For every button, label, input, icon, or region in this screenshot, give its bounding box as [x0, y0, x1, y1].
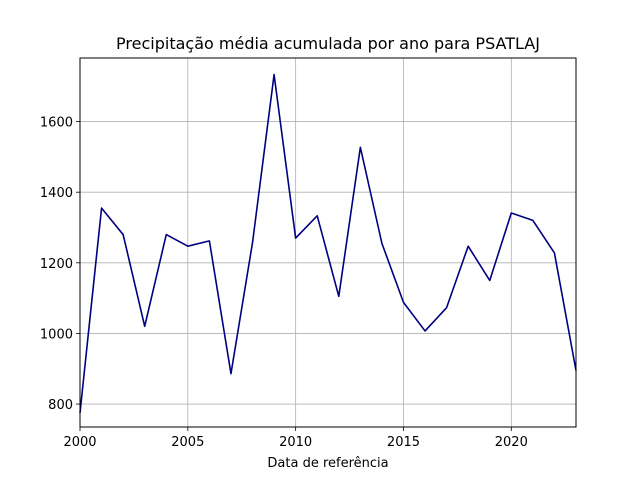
x-tick-label: 2000: [63, 435, 96, 450]
series-line: [79, 73, 577, 413]
y-tick-label: 1400: [40, 186, 73, 201]
x-tick-label: 2020: [495, 435, 528, 450]
x-tick-label: 2005: [171, 435, 204, 450]
y-tick-label: 800: [48, 398, 73, 413]
plot-lines: [79, 73, 577, 413]
y-tick-label: 1200: [40, 257, 73, 272]
x-axis-label: Data de referência: [267, 456, 388, 471]
axis-ticks: 2000 2005 2010 2015 2020 800 1000 1200 1400 1600: [40, 116, 528, 450]
chart-title: Precipitação média acumulada por ano par…: [116, 34, 540, 53]
grid: [79, 58, 576, 427]
plot-frame: [79, 57, 577, 428]
x-tick-label: 2010: [279, 435, 312, 450]
y-tick-label: 1000: [40, 327, 73, 342]
x-tick-label: 2015: [387, 435, 420, 450]
y-tick-label: 1600: [40, 116, 73, 131]
